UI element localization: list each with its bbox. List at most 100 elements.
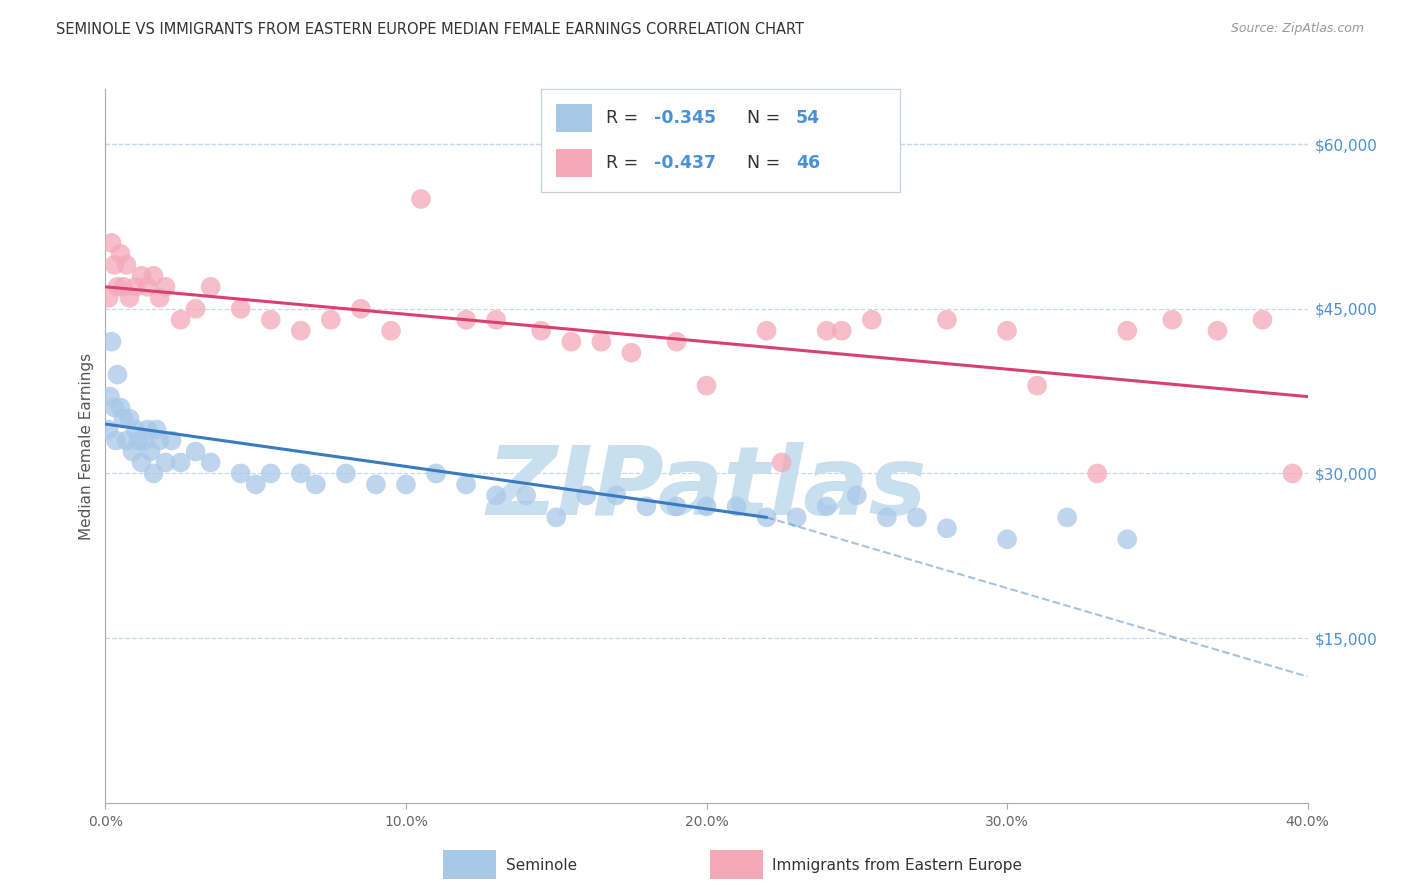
Point	[770, 455, 793, 469]
Point	[1116, 533, 1139, 547]
Point	[200, 455, 222, 469]
FancyBboxPatch shape	[555, 103, 592, 132]
Point	[110, 247, 132, 261]
Point	[815, 500, 838, 514]
Point	[131, 268, 153, 283]
Point	[260, 467, 283, 481]
Point	[380, 324, 402, 338]
Point	[229, 467, 252, 481]
Point	[409, 192, 432, 206]
Point	[395, 477, 418, 491]
Point	[546, 510, 568, 524]
Point	[100, 235, 122, 250]
Point	[1085, 467, 1108, 481]
Y-axis label: Median Female Earnings: Median Female Earnings	[79, 352, 94, 540]
Point	[425, 467, 447, 481]
Text: Source: ZipAtlas.com: Source: ZipAtlas.com	[1230, 22, 1364, 36]
Point	[290, 467, 312, 481]
Point	[128, 434, 150, 448]
Text: ZIPatlas: ZIPatlas	[486, 442, 927, 535]
Point	[290, 324, 312, 338]
Text: SEMINOLE VS IMMIGRANTS FROM EASTERN EUROPE MEDIAN FEMALE EARNINGS CORRELATION CH: SEMINOLE VS IMMIGRANTS FROM EASTERN EURO…	[56, 22, 804, 37]
Point	[103, 401, 125, 415]
Point	[1116, 324, 1139, 338]
Point	[155, 455, 177, 469]
Point	[1281, 467, 1303, 481]
Text: R =: R =	[606, 109, 644, 127]
Point	[155, 280, 177, 294]
Point	[110, 401, 132, 415]
Point	[456, 477, 478, 491]
Point	[591, 334, 613, 349]
Point	[142, 268, 165, 283]
Point	[97, 291, 120, 305]
Point	[530, 324, 553, 338]
Point	[560, 334, 582, 349]
Point	[1206, 324, 1229, 338]
Point	[97, 423, 120, 437]
Point	[725, 500, 748, 514]
Text: 54: 54	[796, 109, 820, 127]
Point	[605, 488, 627, 502]
Point	[665, 500, 688, 514]
Point	[815, 324, 838, 338]
Point	[136, 280, 159, 294]
Point	[112, 411, 135, 425]
Point	[148, 434, 170, 448]
Point	[245, 477, 267, 491]
Point	[755, 324, 778, 338]
Point	[831, 324, 853, 338]
Point	[575, 488, 598, 502]
Point	[131, 455, 153, 469]
Point	[665, 334, 688, 349]
Text: N =: N =	[748, 154, 786, 172]
Point	[200, 280, 222, 294]
Point	[139, 444, 162, 458]
FancyBboxPatch shape	[555, 149, 592, 178]
Point	[786, 510, 808, 524]
Point	[124, 423, 146, 437]
Point	[98, 390, 121, 404]
Point	[107, 368, 129, 382]
Point	[620, 345, 643, 359]
Point	[1026, 378, 1049, 392]
Point	[142, 467, 165, 481]
Point	[103, 258, 125, 272]
Point	[229, 301, 252, 316]
Point	[636, 500, 658, 514]
Text: Seminole: Seminole	[506, 858, 578, 872]
Point	[160, 434, 183, 448]
Point	[936, 312, 959, 326]
Point	[350, 301, 373, 316]
Text: -0.437: -0.437	[654, 154, 716, 172]
Point	[319, 312, 342, 326]
Point	[995, 324, 1018, 338]
Point	[115, 258, 138, 272]
Point	[755, 510, 778, 524]
Point	[305, 477, 328, 491]
Point	[260, 312, 283, 326]
Point	[1161, 312, 1184, 326]
Point	[696, 378, 718, 392]
Point	[124, 280, 146, 294]
Point	[184, 301, 207, 316]
Point	[936, 521, 959, 535]
Point	[118, 291, 141, 305]
Point	[1056, 510, 1078, 524]
Text: R =: R =	[606, 154, 644, 172]
Point	[112, 280, 135, 294]
Point	[995, 533, 1018, 547]
Point	[136, 423, 159, 437]
Point	[169, 455, 191, 469]
Text: 46: 46	[796, 154, 820, 172]
Text: N =: N =	[748, 109, 786, 127]
Point	[134, 434, 156, 448]
Point	[118, 411, 141, 425]
Point	[485, 312, 508, 326]
Point	[104, 434, 127, 448]
Point	[876, 510, 898, 524]
Point	[456, 312, 478, 326]
Point	[515, 488, 537, 502]
Point	[115, 434, 138, 448]
Point	[696, 500, 718, 514]
